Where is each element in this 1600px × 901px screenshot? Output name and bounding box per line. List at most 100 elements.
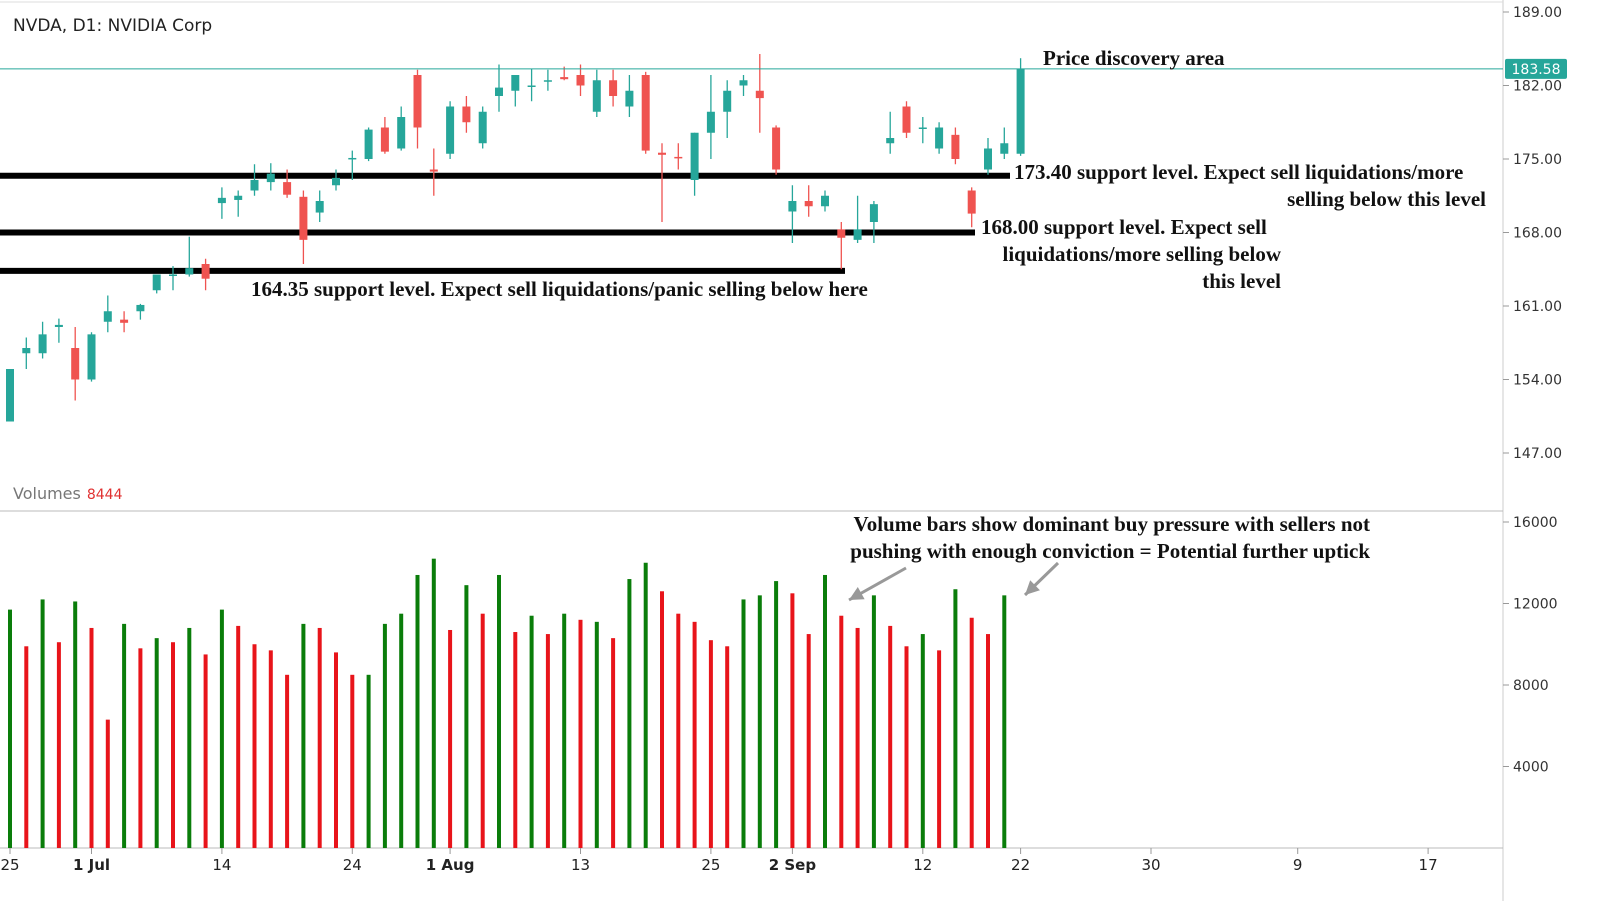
price-tick-label: 147.00 bbox=[1513, 446, 1562, 462]
candle-body bbox=[772, 127, 781, 170]
candle-body bbox=[837, 229, 846, 238]
candle-body bbox=[641, 75, 650, 151]
volume-bar bbox=[203, 654, 208, 848]
volume-bar bbox=[236, 625, 241, 848]
candle-body bbox=[804, 201, 813, 207]
candle-body bbox=[625, 90, 634, 107]
candle-body bbox=[984, 148, 992, 170]
candle-body bbox=[266, 173, 275, 183]
volume-bar bbox=[415, 574, 420, 848]
candle-body bbox=[429, 169, 438, 172]
candle-body bbox=[690, 132, 699, 180]
candle-body bbox=[6, 369, 14, 422]
volume-bar bbox=[627, 579, 632, 848]
volume-bar bbox=[105, 719, 110, 848]
candle-body bbox=[886, 138, 895, 144]
candle-body bbox=[120, 319, 129, 323]
time-axis: 25 1 Jul 14 24 1 Aug 13 25 2 Sep 12 22 30 9 17 bbox=[0, 848, 1438, 874]
candle-body bbox=[462, 106, 471, 123]
volume-bar bbox=[676, 613, 681, 848]
candle-body bbox=[87, 334, 96, 380]
candle-body bbox=[22, 348, 31, 354]
volume-bar bbox=[953, 589, 958, 848]
annotation-support-168-line1: 168.00 support level. Expect sell bbox=[981, 215, 1267, 239]
volume-bar bbox=[171, 642, 175, 848]
time-tick-label: 12 bbox=[913, 856, 932, 874]
volume-bar bbox=[578, 619, 583, 848]
volume-tick-label: 16000 bbox=[1513, 515, 1558, 531]
volume-bar bbox=[823, 574, 827, 848]
price-tick-label: 189.00 bbox=[1513, 5, 1562, 21]
volume-bar bbox=[594, 621, 599, 848]
annotation-volume-note: Volume bars show dominant buy pressure w… bbox=[800, 511, 1370, 565]
candle-body bbox=[169, 274, 177, 276]
volume-tick-label: 4000 bbox=[1513, 760, 1549, 776]
candle-body bbox=[592, 80, 601, 112]
time-tick-label: 25 bbox=[0, 856, 19, 874]
volume-bar bbox=[73, 601, 78, 848]
candle-body bbox=[869, 204, 878, 222]
volume-bar bbox=[708, 640, 713, 848]
candle-body bbox=[935, 127, 944, 149]
time-tick-label: 13 bbox=[571, 856, 590, 874]
candle-body bbox=[706, 111, 715, 133]
volume-bar bbox=[138, 648, 143, 848]
candle-body bbox=[103, 311, 112, 322]
candle-body bbox=[1000, 143, 1009, 154]
candle-body bbox=[185, 268, 194, 275]
candle-body bbox=[560, 77, 569, 80]
candle-body bbox=[152, 274, 161, 291]
arrow-head bbox=[849, 587, 865, 600]
candle-body bbox=[136, 304, 145, 312]
volume-bar bbox=[285, 674, 290, 848]
candle-body bbox=[527, 85, 536, 87]
volume-bar bbox=[382, 623, 387, 848]
volume-axis: 16000 12000 8000 4000 bbox=[1503, 515, 1558, 776]
volume-bar bbox=[334, 652, 338, 848]
candle-body bbox=[511, 75, 520, 91]
volume-bar bbox=[937, 650, 942, 848]
time-tick-label: 17 bbox=[1419, 856, 1438, 874]
candle-body bbox=[380, 127, 389, 152]
candle-body bbox=[315, 201, 324, 213]
candle-body bbox=[71, 348, 80, 380]
volume-bar bbox=[464, 585, 469, 848]
annotation-support-168-line2: liquidations/more selling below bbox=[1002, 242, 1282, 266]
time-tick-label: 14 bbox=[212, 856, 231, 874]
candle-body bbox=[299, 196, 308, 240]
candle-body bbox=[576, 75, 585, 86]
volume-bar bbox=[986, 634, 990, 848]
volume-legend-value: 8444 bbox=[86, 487, 123, 503]
volume-bar bbox=[562, 613, 567, 848]
volume-bar bbox=[774, 581, 779, 848]
volume-bar bbox=[40, 599, 45, 848]
arrow-head bbox=[1025, 580, 1040, 595]
volume-bar bbox=[317, 627, 322, 848]
volume-bar bbox=[545, 634, 550, 848]
volume-bar bbox=[725, 646, 730, 848]
candle-body bbox=[967, 190, 976, 214]
candle-body bbox=[217, 197, 226, 204]
candle-body bbox=[38, 334, 47, 354]
volume-bar bbox=[611, 638, 616, 848]
volume-bar bbox=[790, 593, 795, 848]
annotation-support-168-line3: this level bbox=[1202, 269, 1281, 293]
volume-bar bbox=[431, 558, 436, 848]
volume-bar bbox=[219, 609, 224, 848]
volume-bar bbox=[187, 627, 192, 848]
volume-bar bbox=[56, 642, 61, 848]
chart-title: NVDA, D1: NVIDIA Corp bbox=[13, 16, 213, 36]
volume-bar bbox=[399, 613, 404, 848]
candle-body bbox=[788, 201, 797, 212]
volume-legend: Volumes 8444 bbox=[13, 484, 122, 503]
price-tag bbox=[1505, 58, 1567, 79]
volume-bar bbox=[301, 623, 306, 848]
candle-body bbox=[495, 87, 503, 96]
candle-body bbox=[283, 182, 292, 195]
annotation-volume-note-line1: Volume bars show dominant buy pressure w… bbox=[853, 512, 1370, 536]
candle-body bbox=[54, 324, 63, 327]
candle-body bbox=[234, 195, 243, 200]
volume-bar bbox=[643, 562, 648, 848]
candle-body bbox=[902, 106, 911, 133]
